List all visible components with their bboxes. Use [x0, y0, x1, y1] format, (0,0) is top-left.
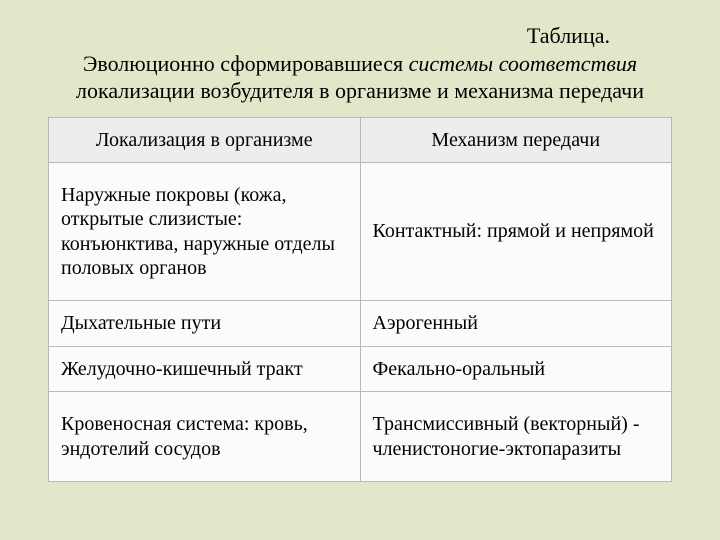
- cell-mechanism: Аэрогенный: [360, 301, 672, 346]
- cell-localization: Кровеносная система: кровь, эндотелий со…: [49, 392, 361, 482]
- cell-mechanism: Трансмиссивный (векторный) - членистоног…: [360, 392, 672, 482]
- table-row: Желудочно-кишечный тракт Фекально-оральн…: [49, 346, 672, 391]
- correspondence-table: Локализация в организме Механизм передач…: [48, 117, 672, 483]
- cell-mechanism: Контактный: прямой и непрямой: [360, 162, 672, 301]
- table-label: Таблица.: [48, 22, 672, 50]
- table-header-row: Локализация в организме Механизм передач…: [49, 117, 672, 162]
- title-block: Таблица. Эволюционно сформировавшиеся си…: [48, 22, 672, 105]
- table-row: Наружные покровы (кожа, открытые слизист…: [49, 162, 672, 301]
- cell-mechanism: Фекально-оральный: [360, 346, 672, 391]
- table-row: Дыхательные пути Аэрогенный: [49, 301, 672, 346]
- col-header-mechanism: Механизм передачи: [360, 117, 672, 162]
- cell-localization: Желудочно-кишечный тракт: [49, 346, 361, 391]
- table-row: Кровеносная система: кровь, эндотелий со…: [49, 392, 672, 482]
- title-post: локализации возбудителя в организме и ме…: [76, 78, 644, 103]
- col-header-localization: Локализация в организме: [49, 117, 361, 162]
- cell-localization: Дыхательные пути: [49, 301, 361, 346]
- title-text: Эволюционно сформировавшиеся системы соо…: [76, 51, 644, 104]
- title-italic: системы соответствия: [409, 51, 638, 76]
- title-pre: Эволюционно сформировавшиеся: [83, 51, 409, 76]
- cell-localization: Наружные покровы (кожа, открытые слизист…: [49, 162, 361, 301]
